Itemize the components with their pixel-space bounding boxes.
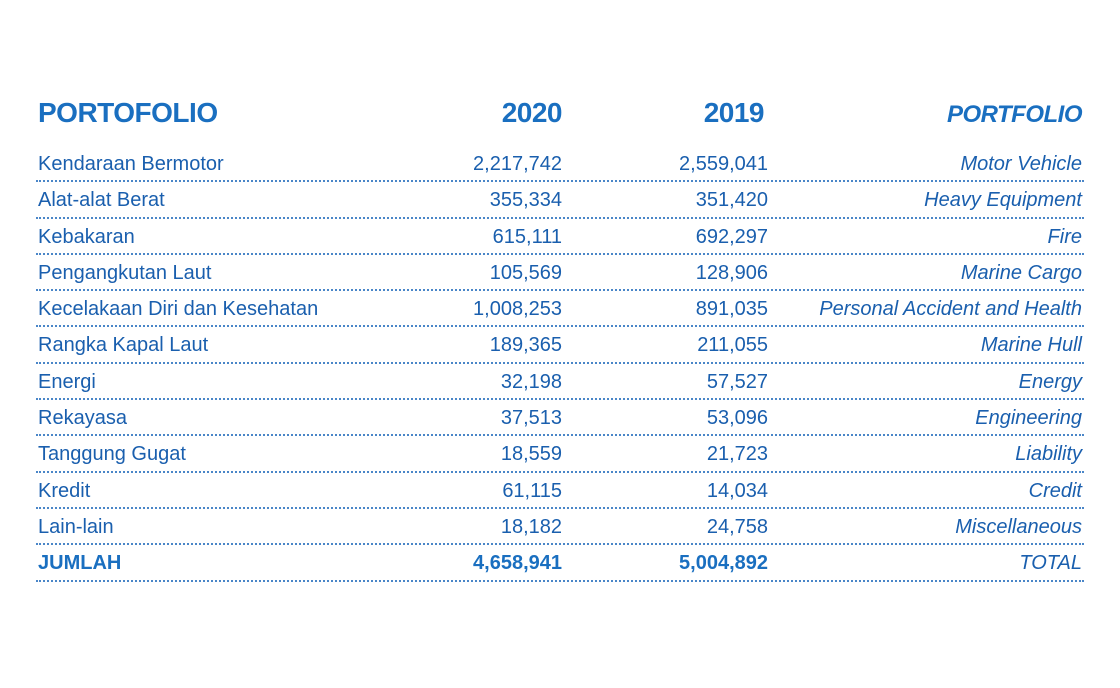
row-value-2019: 53,096 [706,407,768,430]
portfolio-table: PORTOFOLIO 2020 2019 PORTFOLIO Kendaraan… [36,96,1084,582]
row-value-2019: 21,723 [706,443,768,466]
row-label-en: Engineering [975,407,1082,430]
total-value-2019: 5,004,892 [679,552,768,575]
table-header: PORTOFOLIO 2020 2019 PORTFOLIO [36,96,1084,146]
row-label-en: Marine Cargo [960,261,1082,284]
row-label-id: Kebakaran [38,225,135,248]
row-label-en: Heavy Equipment [924,189,1082,212]
row-value-2019: 211,055 [697,334,768,357]
total-row: JUMLAH 4,658,941 5,004,892 TOTAL [36,545,1084,582]
row-label-id: Kendaraan Bermotor [38,153,224,175]
row-value-2019: 692,297 [695,225,768,248]
row-value-2020: 18,559 [500,443,562,466]
table-row: Kebakaran 615,111 692,297 Fire [36,219,1084,255]
row-value-2020: 37,513 [500,407,562,430]
row-value-2019: 57,527 [706,370,768,393]
table-row: Energi 32,198 57,527 Energy [36,364,1084,401]
row-value-2020: 615,111 [492,225,562,248]
row-label-id: Kecelakaan Diri dan Kesehatan [38,298,319,321]
table-row: Alat-alat Berat 355,334 351,420 Heavy Eq… [36,182,1084,219]
row-value-2020: 1,008,253 [473,298,562,321]
row-value-2020: 355,334 [489,189,562,212]
table-row: Rekayasa 37,513 53,096 Engineering [36,400,1084,437]
row-value-2019: 128,906 [695,261,768,284]
row-label-en: Personal Accident and Health [819,298,1082,321]
row-label-id: Rekayasa [38,407,127,430]
row-value-2020: 32,198 [500,370,562,393]
row-label-en: Marine Hull [980,334,1082,357]
row-value-2020: 189,365 [489,334,562,357]
table-row: Lain-lain 18,182 24,758 Miscellaneous [36,509,1084,546]
row-label-en: Energy [1018,370,1082,393]
row-label-id: Rangka Kapal Laut [38,334,209,357]
header-portofolio: PORTOFOLIO [38,97,218,128]
row-value-2019: 24,758 [706,515,768,538]
row-value-2019: 351,420 [695,189,768,212]
row-value-2019: 2,559,041 [679,153,768,175]
total-label-en: TOTAL [1019,552,1082,575]
row-label-id: Kredit [38,479,91,502]
table-row: Rangka Kapal Laut 189,365 211,055 Marine… [36,327,1084,364]
table-row: Kendaraan Bermotor 2,217,742 2,559,041 M… [36,146,1084,183]
header-year-2020: 2020 [501,97,563,128]
row-value-2019: 891,035 [695,298,768,321]
row-label-en: Miscellaneous [955,515,1082,538]
table-row: Tanggung Gugat 18,559 21,723 Liability [36,436,1084,473]
row-value-2020: 105,569 [489,261,562,284]
row-label-id: Tanggung Gugat [38,443,186,466]
row-label-en: Liability [1015,443,1082,466]
row-label-en: Credit [1028,479,1082,502]
row-label-id: Lain-lain [38,515,114,538]
row-value-2020: 61,115 [502,479,562,502]
header-year-2019: 2019 [703,97,765,128]
row-value-2019: 14,034 [706,479,768,502]
total-label-id: JUMLAH [38,552,122,575]
total-value-2020: 4,658,941 [473,552,562,575]
table-row: Kecelakaan Diri dan Kesehatan 1,008,253 … [36,291,1084,328]
row-value-2020: 2,217,742 [473,153,562,175]
row-label-id: Pengangkutan Laut [38,261,212,284]
row-label-en: Fire [1047,225,1082,248]
row-label-id: Energi [38,370,96,393]
table-row: Kredit 61,115 14,034 Credit [36,473,1084,509]
row-label-id: Alat-alat Berat [38,189,165,212]
header-portfolio: PORTFOLIO [946,101,1083,128]
row-label-en: Motor Vehicle [960,153,1082,175]
table-row: Pengangkutan Laut 105,569 128,906 Marine… [36,255,1084,292]
row-value-2020: 18,182 [500,515,562,538]
